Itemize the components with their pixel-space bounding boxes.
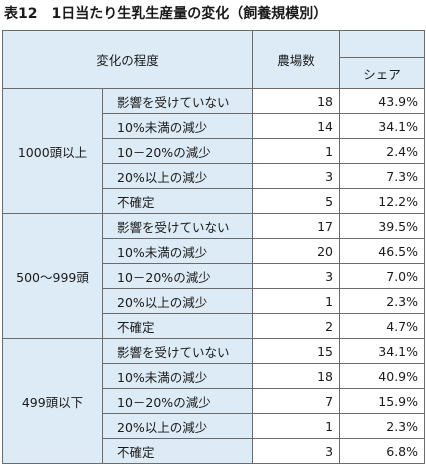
farm-count-cell: 18 (252, 363, 341, 389)
farm-count-cell: 1 (252, 288, 341, 314)
change-category-cell: 20%以上の減少 (101, 413, 254, 439)
share-cell: 6.8% (339, 438, 426, 464)
farm-count-cell: 3 (252, 263, 341, 289)
farm-count-cell: 5 (252, 188, 341, 214)
table-row: 20%以上の減少 1 2.3% (3, 288, 426, 314)
change-category-cell: 不確定 (101, 438, 254, 464)
share-cell: 2.4% (339, 138, 426, 164)
share-cell: 15.9% (339, 388, 426, 414)
change-category-cell: 20%以上の減少 (101, 288, 254, 314)
farm-count-cell: 14 (252, 113, 341, 139)
share-cell: 39.5% (339, 213, 426, 239)
farm-count-cell: 15 (252, 338, 341, 364)
table-row: 不確定 2 4.7% (3, 313, 426, 339)
header-farms: 農場数 (252, 30, 341, 89)
table-row: 20%以上の減少 1 2.3% (3, 413, 426, 439)
table-row: 20%以上の減少 3 7.3% (3, 163, 426, 189)
share-cell: 2.3% (339, 288, 426, 314)
share-cell: 40.9% (339, 363, 426, 389)
change-category-cell: 10%未満の減少 (101, 238, 254, 264)
table-row: 10－20%の減少 3 7.0% (3, 263, 426, 289)
farm-count-cell: 7 (252, 388, 341, 414)
table-row: 10%未満の減少 20 46.5% (3, 238, 426, 264)
herd-size-group-label: 499頭以下 (2, 338, 103, 464)
table-title-text: 1日当たり生乳生産量の変化（飼養規模別） (51, 6, 328, 22)
table-body: 1000頭以上 影響を受けていない 18 43.9% 10%未満の減少 14 34.1% 10… (2, 88, 426, 464)
change-category-cell: 10%未満の減少 (101, 113, 254, 139)
table-row: 10－20%の減少 1 2.4% (3, 138, 426, 164)
table-number: 表12 (4, 6, 38, 22)
share-cell: 4.7% (339, 313, 426, 339)
change-category-cell: 影響を受けていない (101, 213, 254, 239)
table-row: 10%未満の減少 14 34.1% (3, 113, 426, 139)
herd-size-change-table: 変化の程度 農場数 シェア 1000頭以上 影響を受けていない 18 43.9% 10%… (1, 30, 426, 464)
farm-count-cell: 3 (252, 438, 341, 464)
herd-size-group-label: 500～999頭 (2, 213, 103, 339)
header-change-degree: 変化の程度 (1, 30, 254, 89)
share-cell: 7.0% (339, 263, 426, 289)
share-cell: 34.1% (339, 338, 426, 364)
change-category-cell: 影響を受けていない (101, 338, 254, 364)
share-cell: 12.2% (339, 188, 426, 214)
farm-count-cell: 17 (252, 213, 341, 239)
header-blank (339, 30, 426, 58)
change-category-cell: 10－20%の減少 (101, 263, 254, 289)
table-title: 表12 1日当たり生乳生産量の変化（飼養規模別） (4, 2, 327, 26)
change-category-cell: 不確定 (101, 313, 254, 339)
change-category-cell: 10%未満の減少 (101, 363, 254, 389)
table-row: 500～999頭 影響を受けていない 17 39.5% (2, 213, 426, 339)
share-cell: 46.5% (339, 238, 426, 264)
change-category-cell: 影響を受けていない (101, 88, 254, 114)
table-row: 1000頭以上 影響を受けていない 18 43.9% (2, 88, 426, 214)
table-row: 10%未満の減少 18 40.9% (3, 363, 426, 389)
change-category-cell: 20%以上の減少 (101, 163, 254, 189)
farm-count-cell: 1 (252, 138, 341, 164)
farm-count-cell: 2 (252, 313, 341, 339)
share-cell: 2.3% (339, 413, 426, 439)
herd-size-group-label: 1000頭以上 (2, 88, 103, 214)
table-row: 499頭以下 影響を受けていない 15 34.1% (2, 338, 426, 464)
table-row: 不確定 5 12.2% (3, 188, 426, 214)
change-category-cell: 不確定 (101, 188, 254, 214)
table-row: 不確定 3 6.8% (3, 438, 426, 464)
farm-count-cell: 1 (252, 413, 341, 439)
header-share: シェア (339, 57, 426, 89)
change-category-cell: 10－20%の減少 (101, 388, 254, 414)
change-category-cell: 10－20%の減少 (101, 138, 254, 164)
farm-count-cell: 3 (252, 163, 341, 189)
share-cell: 7.3% (339, 163, 426, 189)
farm-count-cell: 18 (252, 88, 341, 114)
share-cell: 34.1% (339, 113, 426, 139)
farm-count-cell: 20 (252, 238, 341, 264)
share-cell: 43.9% (339, 88, 426, 114)
